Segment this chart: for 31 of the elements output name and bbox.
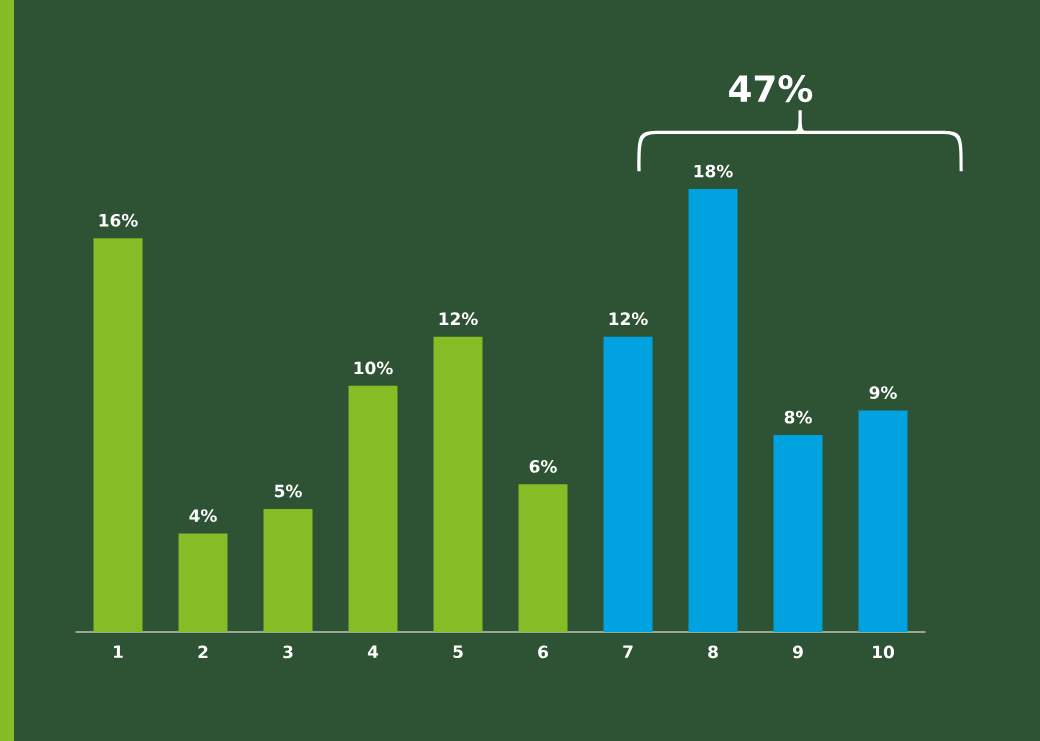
x-tick-label: 5 — [453, 645, 463, 659]
bar — [178, 533, 228, 632]
bar — [773, 435, 823, 632]
x-tick-label: 7 — [623, 645, 633, 658]
x-tick-label: 1 — [114, 645, 123, 658]
data-label: 9% — [869, 386, 897, 399]
bar — [518, 484, 568, 632]
bar — [348, 385, 398, 632]
data-label: 8% — [784, 410, 812, 424]
text: 47% — [729, 75, 813, 103]
x-tick-label: 6 — [538, 645, 548, 659]
data-label: 6% — [529, 459, 557, 473]
data-label: 18% — [694, 164, 733, 178]
bar — [858, 410, 908, 632]
data-label: 16% — [99, 213, 138, 227]
x-tick-label: 4 — [367, 645, 379, 658]
x-tick-label: 8 — [708, 645, 718, 659]
x-tick-label: 9 — [793, 645, 803, 659]
x-tick-label: 3 — [283, 645, 293, 659]
data-label: 10% — [354, 361, 393, 375]
bar — [93, 238, 143, 632]
data-label: 4% — [189, 509, 217, 523]
data-label: 5% — [274, 484, 302, 498]
x-tick-label: 10 — [873, 645, 894, 659]
bar — [263, 508, 313, 632]
bar — [688, 188, 738, 632]
x-tick-label: 2 — [198, 645, 208, 659]
data-label: 12% — [439, 312, 478, 326]
bar — [433, 336, 483, 632]
bar — [603, 336, 653, 632]
data-label: 12% — [609, 312, 648, 326]
